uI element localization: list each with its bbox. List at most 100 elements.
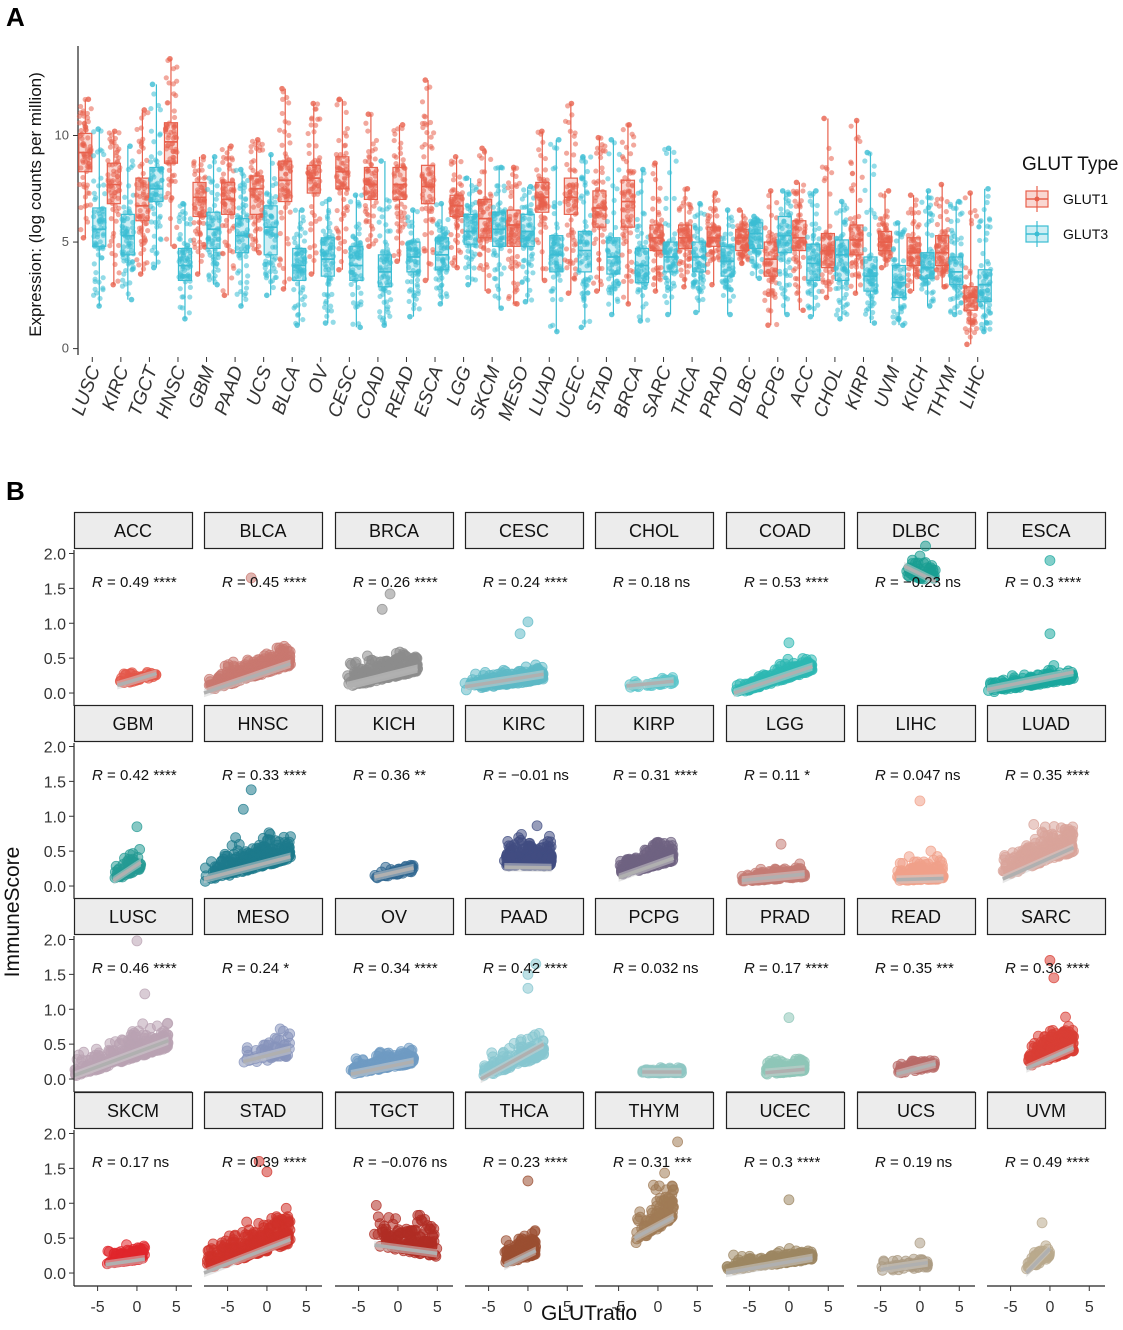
- a-data-point: [214, 183, 220, 189]
- a-data-point: [242, 196, 249, 203]
- a-data-point: [669, 294, 675, 300]
- a-data-point: [85, 190, 91, 196]
- a-data-point: [114, 169, 120, 175]
- a-data-point: [81, 152, 88, 158]
- a-data-point: [230, 249, 236, 255]
- a-data-point: [663, 150, 670, 157]
- a-max-point: [793, 179, 800, 186]
- a-data-point: [130, 162, 136, 168]
- a-data-point: [958, 251, 964, 258]
- a-data-point: [176, 236, 182, 242]
- a-data-point: [206, 273, 212, 279]
- a-min-point: [514, 301, 520, 307]
- a-data-point: [916, 222, 922, 228]
- a-data-point: [758, 269, 764, 275]
- a-data-point: [105, 157, 111, 164]
- a-data-point: [76, 120, 83, 126]
- a-max-point: [985, 185, 991, 192]
- a-data-point: [605, 176, 611, 182]
- a-data-point: [906, 265, 912, 272]
- a-data-point: [300, 316, 306, 323]
- a-data-point: [348, 281, 354, 288]
- a-data-point: [249, 159, 255, 165]
- a-max-point: [336, 96, 343, 103]
- a-data-point: [377, 206, 383, 212]
- a-data-point: [783, 196, 789, 202]
- a-box-glut3: [549, 235, 564, 273]
- a-x-tick-label: LUSC: [68, 363, 105, 418]
- a-data-point: [550, 286, 556, 292]
- a-data-point: [569, 112, 575, 118]
- a-data-point: [80, 159, 86, 165]
- a-data-point: [411, 301, 417, 308]
- a-data-point: [140, 232, 146, 238]
- a-data-point: [692, 222, 698, 229]
- a-data-point: [978, 262, 984, 269]
- a-data-point: [815, 302, 821, 308]
- a-data-point: [151, 91, 157, 97]
- a-data-point: [444, 293, 450, 299]
- a-data-point: [448, 244, 455, 251]
- a-data-point: [465, 203, 471, 209]
- a-data-point: [422, 120, 428, 126]
- a-data-point: [336, 246, 342, 252]
- a-data-point: [934, 221, 941, 228]
- a-box-glut1: [135, 177, 150, 222]
- a-data-point: [679, 203, 685, 210]
- a-data-point: [379, 317, 385, 323]
- a-min-point: [878, 264, 885, 271]
- a-data-point: [219, 250, 226, 256]
- a-box-glut1: [706, 226, 721, 247]
- a-data-point: [950, 205, 957, 211]
- a-data-point: [842, 309, 848, 316]
- a-data-point: [563, 150, 570, 156]
- a-data-point: [414, 281, 420, 288]
- a-data-point: [229, 275, 235, 281]
- a-box-glut3: [149, 166, 164, 203]
- a-data-point: [177, 211, 183, 218]
- a-data-point: [344, 125, 351, 132]
- a-data-point: [124, 216, 131, 222]
- a-box-glut3: [434, 237, 450, 271]
- a-data-point: [857, 197, 863, 203]
- a-data-point: [528, 297, 535, 303]
- a-data-point: [262, 265, 268, 271]
- a-data-point: [476, 189, 483, 195]
- a-data-point: [942, 230, 948, 236]
- a-box-glut1: [563, 177, 578, 215]
- a-max-point: [464, 175, 470, 181]
- a-min-point: [263, 292, 270, 299]
- a-data-point: [469, 182, 475, 189]
- a-box-glut3: [749, 222, 764, 250]
- a-data-point: [650, 281, 657, 288]
- a-data-point: [454, 239, 461, 246]
- a-data-point: [671, 195, 677, 202]
- a-max-point: [626, 122, 632, 128]
- a-data-point: [948, 218, 954, 224]
- a-data-point: [615, 298, 621, 305]
- a-max-point: [238, 166, 244, 173]
- a-data-point: [99, 255, 105, 261]
- a-data-point: [657, 185, 663, 191]
- a-data-point: [112, 190, 118, 196]
- a-data-point: [324, 313, 330, 319]
- a-data-point: [100, 275, 106, 281]
- a-data-point: [328, 303, 334, 309]
- a-data-point: [140, 170, 146, 177]
- a-data-point: [157, 202, 163, 208]
- a-data-point: [686, 201, 692, 207]
- a-data-point: [109, 132, 115, 138]
- a-data-point: [373, 199, 379, 205]
- a-x-tick-label: OV: [304, 361, 334, 396]
- a-data-point: [621, 278, 627, 285]
- a-data-point: [140, 266, 147, 272]
- a-data-point: [394, 221, 400, 227]
- a-data-point: [136, 229, 142, 235]
- a-data-point: [962, 195, 968, 201]
- a-data-point: [85, 135, 91, 141]
- a-data-point: [392, 131, 398, 137]
- a-data-point: [226, 162, 232, 168]
- a-data-point: [973, 326, 980, 332]
- a-data-point: [93, 269, 99, 276]
